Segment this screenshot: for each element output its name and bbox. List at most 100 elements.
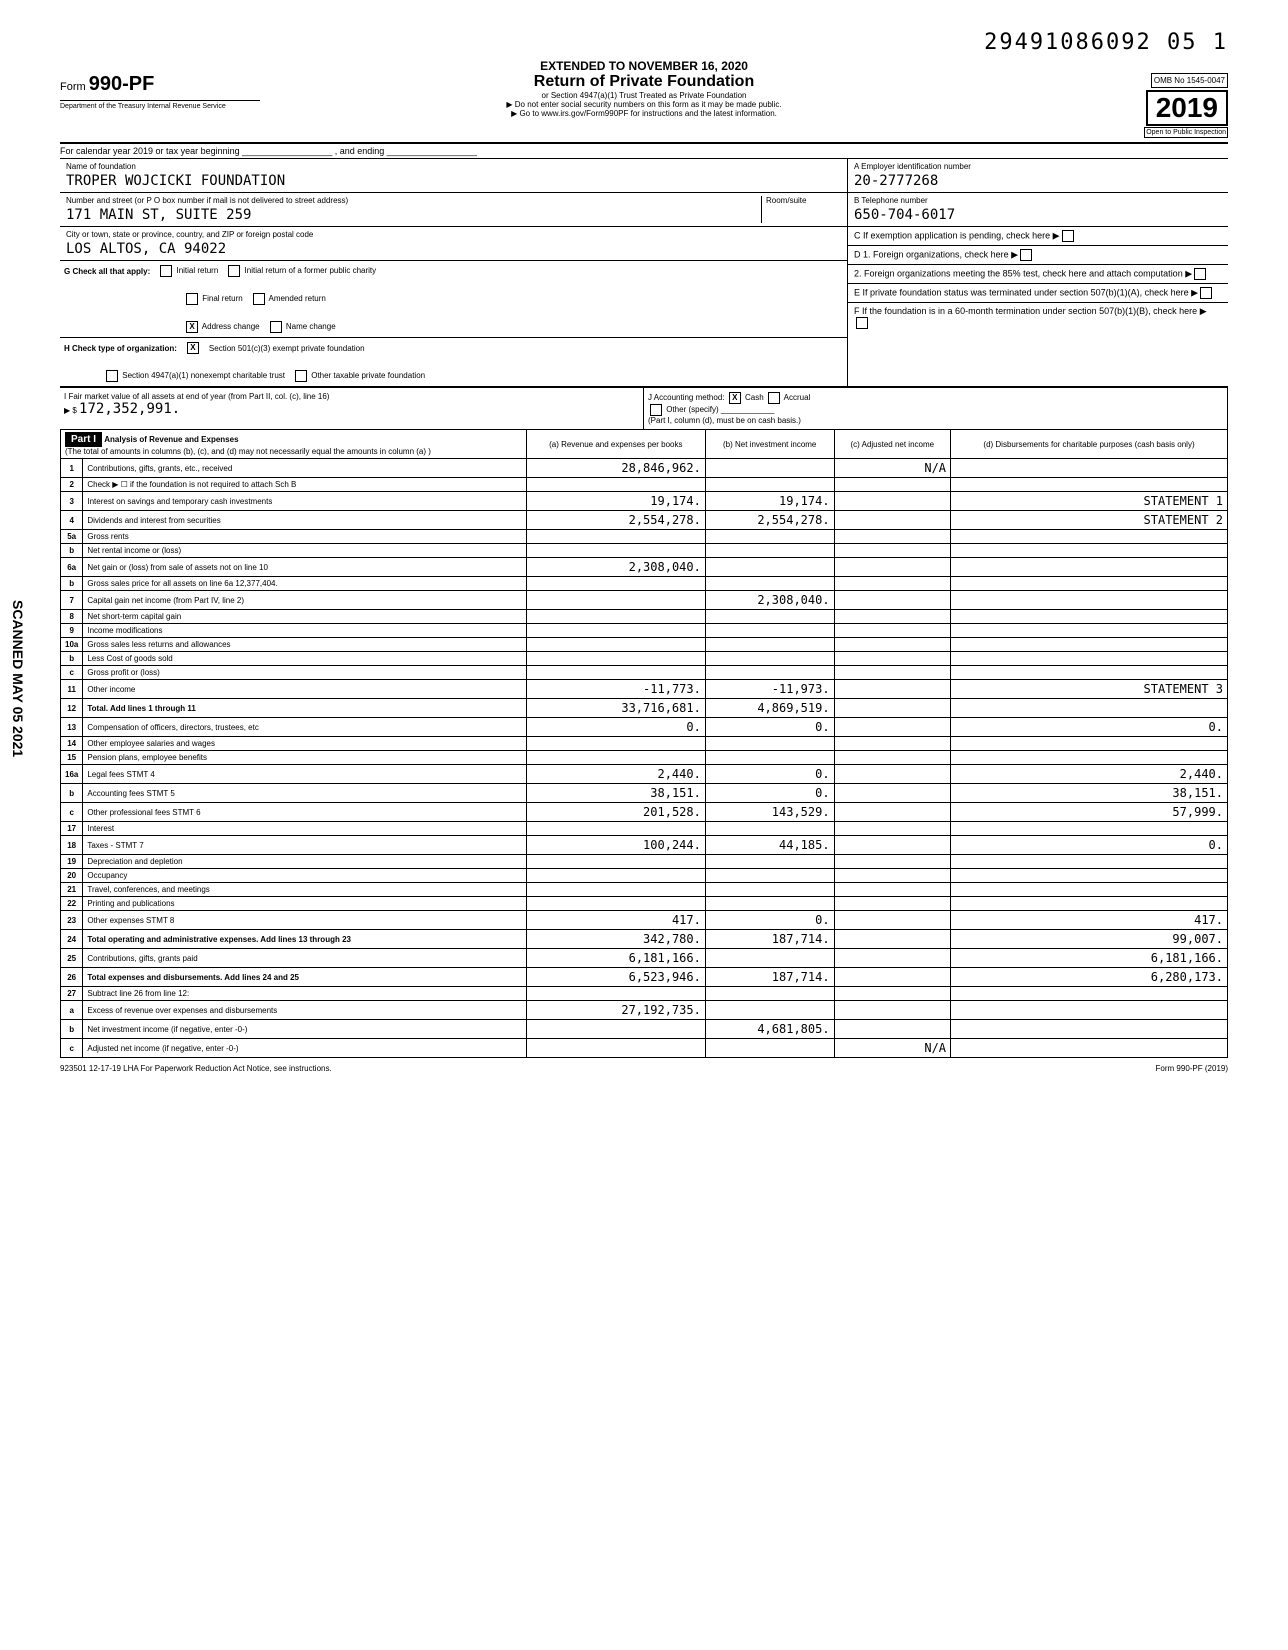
cell-a: 2,440. — [526, 765, 705, 784]
box-d1-checkbox[interactable] — [1020, 249, 1032, 261]
cell-d — [951, 666, 1228, 680]
cell-d: 0. — [951, 718, 1228, 737]
check-g-row: G Check all that apply: Initial return I… — [60, 261, 847, 338]
cell-b — [705, 478, 834, 492]
cell-d — [951, 610, 1228, 624]
501c3-checkbox[interactable]: X — [187, 342, 199, 354]
table-row: 24Total operating and administrative exp… — [61, 930, 1228, 949]
name-change-checkbox[interactable] — [270, 321, 282, 333]
box-e-checkbox[interactable] — [1200, 287, 1212, 299]
cell-a: 33,716,681. — [526, 699, 705, 718]
table-row: 15Pension plans, employee benefits — [61, 751, 1228, 765]
box-f-checkbox[interactable] — [856, 317, 868, 329]
cell-d — [951, 652, 1228, 666]
cell-d — [951, 624, 1228, 638]
table-row: aExcess of revenue over expenses and dis… — [61, 1001, 1228, 1020]
address-change-checkbox[interactable]: X — [186, 321, 198, 333]
col-a-header: (a) Revenue and expenses per books — [526, 430, 705, 459]
table-row: 16aLegal fees STMT 42,440.0.2,440. — [61, 765, 1228, 784]
row-label: Contributions, gifts, grants, etc., rece… — [83, 459, 526, 478]
cell-b — [705, 897, 834, 911]
table-row: 12Total. Add lines 1 through 1133,716,68… — [61, 699, 1228, 718]
cell-d: STATEMENT 1 — [951, 492, 1228, 511]
phone-value: 650-704-6017 — [854, 207, 1222, 223]
col-b-header: (b) Net investment income — [705, 430, 834, 459]
cell-d — [951, 530, 1228, 544]
cell-c — [834, 699, 950, 718]
box-c-checkbox[interactable] — [1062, 230, 1074, 242]
row-label: Subtract line 26 from line 12: — [83, 987, 526, 1001]
cell-a: 38,151. — [526, 784, 705, 803]
row-number: 5a — [61, 530, 83, 544]
row-label: Income modifications — [83, 624, 526, 638]
4947-checkbox[interactable] — [106, 370, 118, 382]
table-row: 14Other employee salaries and wages — [61, 737, 1228, 751]
row-label: Less Cost of goods sold — [83, 652, 526, 666]
other-method-checkbox[interactable] — [650, 404, 662, 416]
cell-b — [705, 751, 834, 765]
cell-a: 2,308,040. — [526, 558, 705, 577]
cash-checkbox[interactable]: X — [729, 392, 741, 404]
row-label: Net investment income (if negative, ente… — [83, 1020, 526, 1039]
table-row: bLess Cost of goods sold — [61, 652, 1228, 666]
cell-d — [951, 544, 1228, 558]
cell-c — [834, 638, 950, 652]
col-d-header: (d) Disbursements for charitable purpose… — [951, 430, 1228, 459]
cell-c — [834, 869, 950, 883]
table-row: 10aGross sales less returns and allowanc… — [61, 638, 1228, 652]
part1-header: Part I — [65, 432, 102, 447]
cell-b — [705, 949, 834, 968]
row-label: Gross profit or (loss) — [83, 666, 526, 680]
amended-return-checkbox[interactable] — [253, 293, 265, 305]
table-row: 13Compensation of officers, directors, t… — [61, 718, 1228, 737]
cell-d — [951, 459, 1228, 478]
box-d2-checkbox[interactable] — [1194, 268, 1206, 280]
row-number: 22 — [61, 897, 83, 911]
row-label: Total expenses and disbursements. Add li… — [83, 968, 526, 987]
row-number: 24 — [61, 930, 83, 949]
row-number: 3 — [61, 492, 83, 511]
other-foundation-checkbox[interactable] — [295, 370, 307, 382]
initial-return-checkbox[interactable] — [160, 265, 172, 277]
cell-d — [951, 1020, 1228, 1039]
cell-a: 28,846,962. — [526, 459, 705, 478]
row-number: 26 — [61, 968, 83, 987]
row-number: 21 — [61, 883, 83, 897]
box-c: C If exemption application is pending, c… — [848, 227, 1228, 246]
cell-b: 0. — [705, 765, 834, 784]
row-number: c — [61, 666, 83, 680]
row-number: 7 — [61, 591, 83, 610]
final-return-checkbox[interactable] — [186, 293, 198, 305]
cell-c — [834, 784, 950, 803]
cell-c — [834, 478, 950, 492]
initial-former-checkbox[interactable] — [228, 265, 240, 277]
table-row: 1Contributions, gifts, grants, etc., rec… — [61, 459, 1228, 478]
accrual-checkbox[interactable] — [768, 392, 780, 404]
row-number: 4 — [61, 511, 83, 530]
row-label: Interest on savings and temporary cash i… — [83, 492, 526, 511]
footer-left: 923501 12-17-19 LHA For Paperwork Reduct… — [60, 1064, 332, 1073]
foundation-name: TROPER WOJCICKI FOUNDATION — [66, 173, 841, 189]
cell-a: 417. — [526, 911, 705, 930]
cell-c — [834, 544, 950, 558]
table-row: 5aGross rents — [61, 530, 1228, 544]
cell-a: 2,554,278. — [526, 511, 705, 530]
addr-label: Number and street (or P O box number if … — [66, 196, 761, 205]
cell-d — [951, 822, 1228, 836]
row-label: Printing and publications — [83, 897, 526, 911]
cell-b — [705, 624, 834, 638]
cell-c — [834, 737, 950, 751]
row-label: Total operating and administrative expen… — [83, 930, 526, 949]
name-label: Name of foundation — [66, 162, 841, 171]
foundation-city: LOS ALTOS, CA 94022 — [66, 241, 841, 257]
row-label: Other income — [83, 680, 526, 699]
cell-a — [526, 624, 705, 638]
cell-a — [526, 869, 705, 883]
row-label: Depreciation and depletion — [83, 855, 526, 869]
box-d2: 2. Foreign organizations meeting the 85%… — [848, 265, 1228, 284]
row-number: b — [61, 1020, 83, 1039]
row-label: Other expenses STMT 8 — [83, 911, 526, 930]
cell-b — [705, 577, 834, 591]
table-row: bNet investment income (if negative, ent… — [61, 1020, 1228, 1039]
cell-c — [834, 911, 950, 930]
